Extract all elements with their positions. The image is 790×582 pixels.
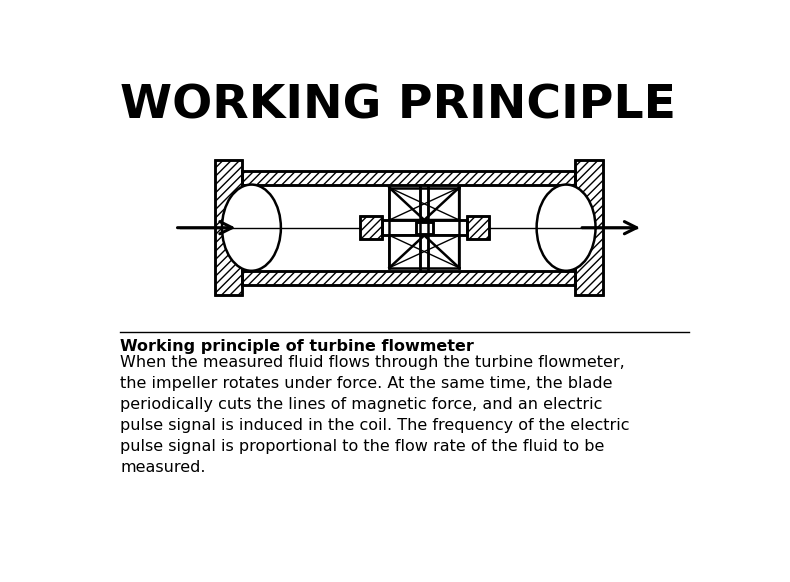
Polygon shape [424, 235, 459, 268]
Bar [382, 220, 467, 235]
Bar [575, 160, 603, 296]
Bar [575, 160, 603, 296]
Bar [420, 184, 428, 271]
Bar [416, 222, 433, 234]
Bar [467, 216, 488, 239]
Bar [242, 271, 575, 285]
Bar [360, 216, 382, 239]
Bar [215, 160, 242, 296]
Bar [382, 220, 467, 235]
Text: WORKING PRINCIPLE: WORKING PRINCIPLE [120, 84, 676, 129]
Bar [575, 160, 603, 296]
Polygon shape [389, 187, 424, 220]
Bar [416, 222, 433, 234]
Text: When the measured fluid flows through the turbine flowmeter,
the impeller rotate: When the measured fluid flows through th… [120, 355, 630, 475]
Text: Working principle of turbine flowmeter: Working principle of turbine flowmeter [120, 339, 474, 354]
Bar [215, 160, 242, 296]
Bar [420, 184, 428, 271]
Ellipse shape [222, 184, 281, 271]
Bar [360, 216, 382, 239]
Bar [242, 171, 575, 184]
Bar [467, 216, 488, 239]
Bar [242, 171, 575, 285]
Bar [215, 160, 242, 296]
Ellipse shape [536, 184, 596, 271]
Polygon shape [424, 187, 459, 220]
Bar [242, 171, 575, 285]
Polygon shape [389, 235, 424, 268]
